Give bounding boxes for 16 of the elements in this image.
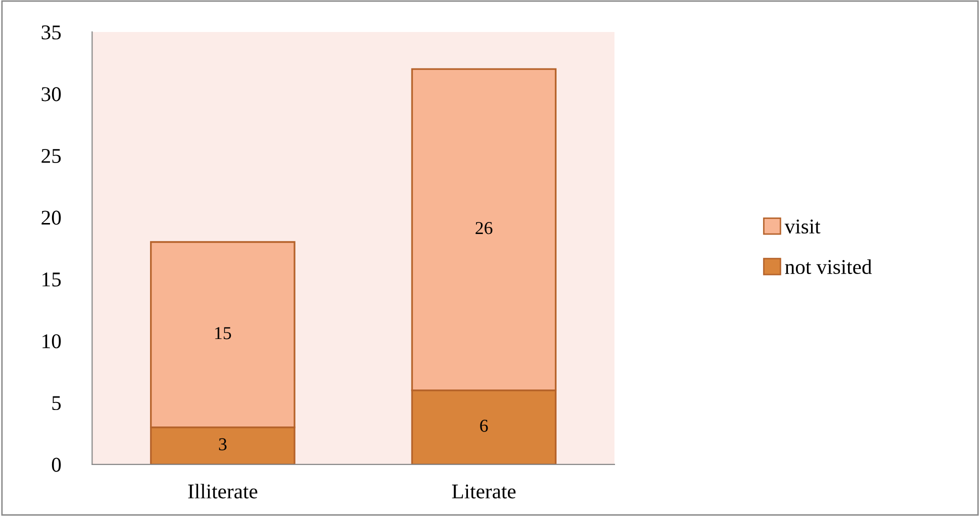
y-tick-label: 0 — [52, 458, 61, 472]
data-label: 3 — [219, 438, 227, 450]
data-label: 6 — [480, 420, 488, 432]
y-tick-label: 10 — [42, 334, 61, 348]
x-tick-label: Literate — [452, 484, 516, 499]
y-tick-label: 30 — [42, 87, 61, 102]
y-tick-label: 5 — [52, 396, 61, 410]
y-tick-label: 35 — [42, 25, 61, 40]
data-label: 15 — [215, 327, 232, 340]
data-label: 26 — [476, 222, 492, 234]
y-tick-label: 25 — [42, 148, 61, 163]
y-tick-label: 15 — [42, 272, 61, 287]
legend-label: not visited — [785, 259, 872, 274]
y-tick-label: 20 — [42, 210, 61, 225]
x-tick-label: Illiterate — [188, 484, 258, 499]
legend-label: visit — [784, 220, 820, 234]
